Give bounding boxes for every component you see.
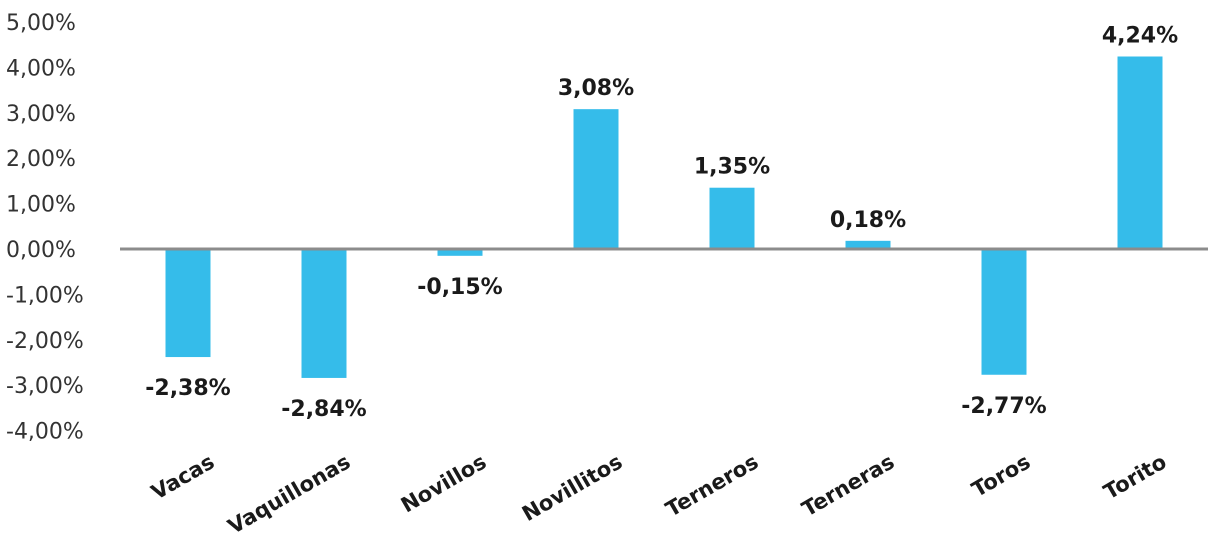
x-tick-label: Novillos [397, 450, 491, 518]
bar-novillos [437, 249, 483, 256]
y-tick-label: 3,00% [6, 102, 76, 127]
y-tick-label: 0,00% [6, 238, 76, 263]
bar-toros [981, 249, 1027, 375]
bar-terneros [709, 187, 755, 249]
x-tick-label: Torito [1100, 450, 1171, 505]
x-tick-label: Terneras [798, 450, 899, 522]
data-label: -0,15% [417, 275, 502, 300]
y-tick-label: 1,00% [6, 193, 76, 218]
x-tick-label: Terneros [662, 450, 763, 522]
y-tick-label: -4,00% [6, 420, 84, 445]
data-label: 1,35% [694, 155, 770, 180]
y-tick-label: -3,00% [6, 374, 84, 399]
bar-terneras [845, 240, 891, 249]
data-label: -2,77% [961, 394, 1046, 419]
data-label: 0,18% [830, 208, 906, 233]
y-tick-label: -1,00% [6, 283, 84, 308]
bar-torito [1117, 56, 1163, 250]
x-tick-label: Vacas [147, 450, 218, 505]
data-label: 4,24% [1102, 24, 1178, 49]
data-label: 3,08% [558, 76, 634, 101]
x-tick-label: Toros [968, 450, 1035, 502]
x-tick-label: Novillitos [518, 450, 627, 527]
bar-vacas [165, 249, 211, 358]
x-tick-label: Vaquillonas [224, 450, 355, 538]
y-tick-label: 5,00% [6, 11, 76, 36]
data-label: -2,38% [145, 376, 230, 401]
data-label: -2,84% [281, 397, 366, 422]
y-tick-label: 2,00% [6, 147, 76, 172]
bar-vaquillonas [301, 249, 347, 378]
bar-novillitos [573, 109, 619, 249]
y-tick-label: -2,00% [6, 329, 84, 354]
y-tick-label: 4,00% [6, 56, 76, 81]
